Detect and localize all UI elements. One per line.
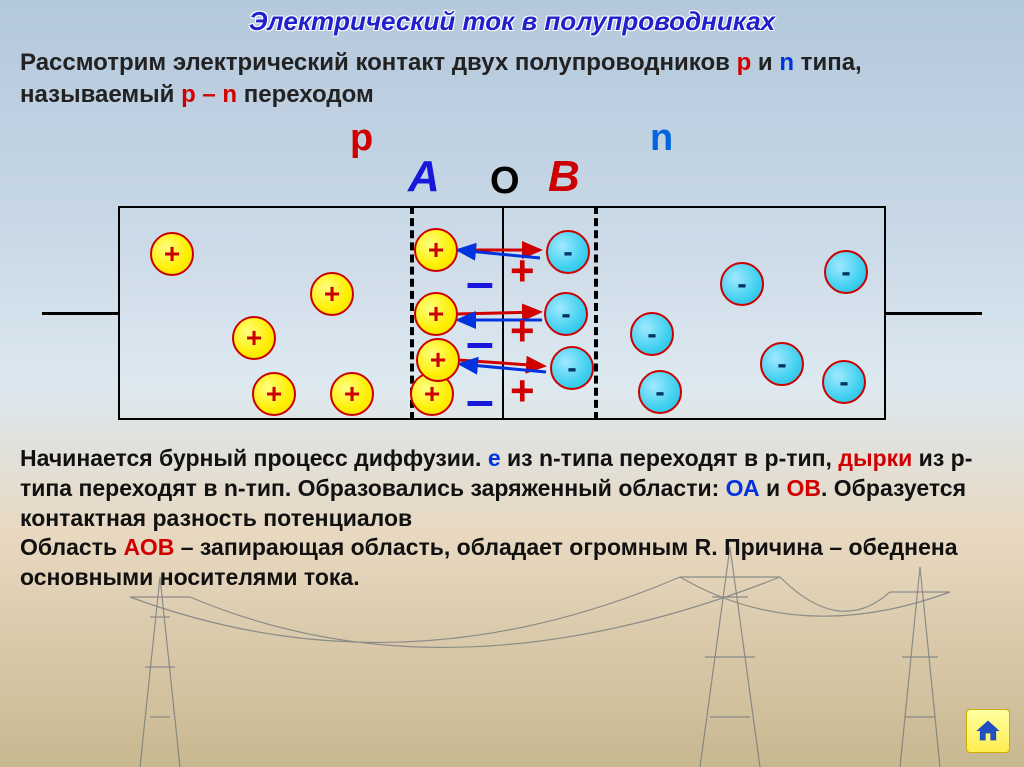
hole-charge: + bbox=[330, 372, 374, 416]
electron-charge: - bbox=[822, 360, 866, 404]
intro-text-1: Рассмотрим электрический контакт двух по… bbox=[20, 49, 737, 76]
hole-charge: + bbox=[150, 232, 194, 276]
exp-ob: ОВ bbox=[787, 475, 822, 501]
depletion-plus: + bbox=[510, 307, 535, 355]
exp-oa: ОА bbox=[726, 475, 760, 501]
electron-charge: - bbox=[550, 346, 594, 390]
hole-charge: + bbox=[232, 316, 276, 360]
intro-text-4: переходом bbox=[237, 81, 374, 108]
exp-aob: АОВ bbox=[124, 534, 175, 560]
electron-charge: - bbox=[638, 370, 682, 414]
slide-title: Электрический ток в полупроводниках bbox=[0, 0, 1024, 39]
hole-charge: + bbox=[414, 228, 458, 272]
exp-4: и bbox=[760, 475, 787, 501]
intro-p: p bbox=[737, 49, 752, 76]
exp-1: Начинается бурный процесс диффузии. bbox=[20, 445, 488, 471]
hole-charge: + bbox=[310, 272, 354, 316]
pn-junction-diagram: p n A O B +++++++++---------+++––– bbox=[0, 112, 1024, 442]
electron-charge: - bbox=[760, 342, 804, 386]
home-button[interactable] bbox=[966, 709, 1010, 753]
electron-charge: - bbox=[720, 262, 764, 306]
exp-2: из n-типа переходят в p-тип, bbox=[501, 445, 839, 471]
electron-charge: - bbox=[824, 250, 868, 294]
electron-charge: - bbox=[544, 292, 588, 336]
home-icon bbox=[974, 717, 1002, 745]
hole-charge: + bbox=[414, 292, 458, 336]
depletion-minus: – bbox=[466, 388, 494, 413]
hole-charge: + bbox=[416, 338, 460, 382]
depletion-minus: – bbox=[466, 330, 494, 355]
exp-e: е bbox=[488, 445, 501, 471]
depletion-plus: + bbox=[510, 367, 535, 415]
hole-charge: + bbox=[252, 372, 296, 416]
explanation-paragraph: Начинается бурный процесс диффузии. е из… bbox=[0, 442, 1024, 593]
exp-holes: дырки bbox=[838, 445, 912, 471]
intro-paragraph: Рассмотрим электрический контакт двух по… bbox=[0, 39, 1024, 112]
electron-charge: - bbox=[546, 230, 590, 274]
intro-n: n bbox=[779, 49, 794, 76]
depletion-minus: – bbox=[466, 270, 494, 295]
depletion-plus: + bbox=[510, 247, 535, 295]
intro-pn: p – n bbox=[181, 81, 237, 108]
exp-6: Область bbox=[20, 534, 124, 560]
intro-text-2: и bbox=[751, 49, 779, 76]
electron-charge: - bbox=[630, 312, 674, 356]
